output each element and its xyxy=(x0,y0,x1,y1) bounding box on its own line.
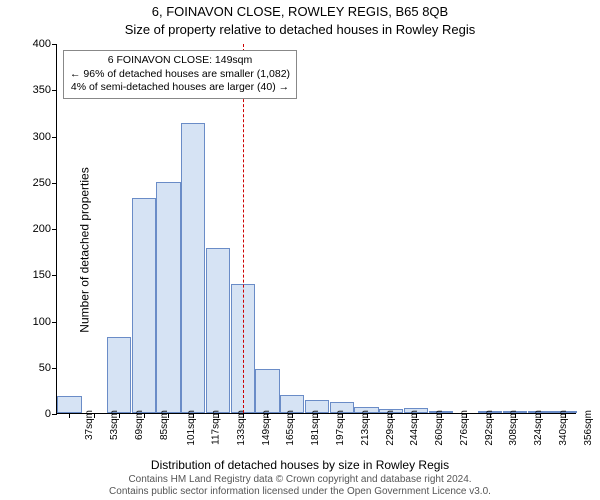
x-axis-label: Distribution of detached houses by size … xyxy=(0,458,600,472)
x-tick-mark xyxy=(317,413,318,418)
histogram-bar xyxy=(255,369,279,413)
y-tick-label: 300 xyxy=(17,131,51,143)
y-tick-mark xyxy=(52,229,57,230)
x-tick-label: 117sqm xyxy=(211,410,222,445)
chart-title-address: 6, FOINAVON CLOSE, ROWLEY REGIS, B65 8QB xyxy=(0,4,600,19)
y-tick-label: 250 xyxy=(17,177,51,189)
x-tick-label: 165sqm xyxy=(285,410,296,446)
y-tick-mark xyxy=(52,414,57,415)
x-tick-label: 149sqm xyxy=(260,410,271,446)
y-tick-mark xyxy=(52,183,57,184)
x-tick-mark xyxy=(119,413,120,418)
x-tick-mark xyxy=(367,413,368,418)
x-tick-mark xyxy=(94,413,95,418)
x-tick-label: 276sqm xyxy=(459,410,470,446)
x-tick-mark xyxy=(466,413,467,418)
x-tick-label: 133sqm xyxy=(236,410,247,446)
x-tick-mark xyxy=(69,413,70,418)
chart-subtitle: Size of property relative to detached ho… xyxy=(0,22,600,37)
histogram-bar xyxy=(206,248,230,413)
histogram-bar xyxy=(156,182,180,413)
x-tick-label: 356sqm xyxy=(582,410,593,446)
y-tick-label: 0 xyxy=(17,408,51,420)
info-box-line2: ← 96% of detached houses are smaller (1,… xyxy=(70,68,290,82)
x-tick-label: 213sqm xyxy=(360,410,371,446)
x-tick-mark xyxy=(391,413,392,418)
x-tick-mark xyxy=(540,413,541,418)
info-box: 6 FOINAVON CLOSE: 149sqm ← 96% of detach… xyxy=(63,50,297,99)
histogram-bar xyxy=(132,198,156,413)
x-tick-mark xyxy=(243,413,244,418)
y-tick-label: 350 xyxy=(17,84,51,96)
x-tick-mark xyxy=(515,413,516,418)
x-tick-mark xyxy=(144,413,145,418)
x-tick-label: 308sqm xyxy=(508,410,519,446)
x-tick-mark xyxy=(292,413,293,418)
x-tick-mark xyxy=(441,413,442,418)
x-tick-mark xyxy=(490,413,491,418)
reference-line xyxy=(243,44,244,413)
x-tick-mark xyxy=(193,413,194,418)
y-tick-mark xyxy=(52,368,57,369)
histogram-bar xyxy=(181,123,205,413)
x-tick-label: 229sqm xyxy=(384,410,395,446)
y-tick-label: 400 xyxy=(17,38,51,50)
y-tick-mark xyxy=(52,90,57,91)
x-tick-label: 324sqm xyxy=(533,410,544,446)
x-tick-label: 260sqm xyxy=(434,410,445,446)
attribution-footer: Contains HM Land Registry data © Crown c… xyxy=(0,474,600,498)
x-tick-mark xyxy=(416,413,417,418)
y-tick-mark xyxy=(52,275,57,276)
info-box-line3: 4% of semi-detached houses are larger (4… xyxy=(70,81,290,95)
x-tick-mark xyxy=(267,413,268,418)
x-tick-mark xyxy=(218,413,219,418)
x-tick-mark xyxy=(565,413,566,418)
x-tick-label: 101sqm xyxy=(186,410,197,446)
footer-line2: Contains public sector information licen… xyxy=(0,486,600,498)
y-tick-mark xyxy=(52,322,57,323)
chart-container: 6, FOINAVON CLOSE, ROWLEY REGIS, B65 8QB… xyxy=(0,0,600,500)
y-tick-label: 100 xyxy=(17,316,51,328)
y-tick-label: 50 xyxy=(17,362,51,374)
footer-line1: Contains HM Land Registry data © Crown c… xyxy=(0,474,600,486)
info-box-line1: 6 FOINAVON CLOSE: 149sqm xyxy=(70,54,290,68)
y-tick-label: 150 xyxy=(17,269,51,281)
x-tick-label: 197sqm xyxy=(335,410,346,446)
x-tick-label: 292sqm xyxy=(483,410,494,446)
x-tick-label: 244sqm xyxy=(409,410,420,446)
x-tick-mark xyxy=(342,413,343,418)
y-tick-mark xyxy=(52,137,57,138)
x-tick-label: 181sqm xyxy=(310,410,321,446)
x-tick-mark xyxy=(168,413,169,418)
histogram-bar xyxy=(57,396,81,413)
x-tick-label: 340sqm xyxy=(558,410,569,446)
histogram-bar xyxy=(107,337,131,413)
y-tick-label: 200 xyxy=(17,223,51,235)
y-tick-mark xyxy=(52,44,57,45)
plot-area: 05010015020025030035040037sqm53sqm69sqm8… xyxy=(56,44,576,414)
